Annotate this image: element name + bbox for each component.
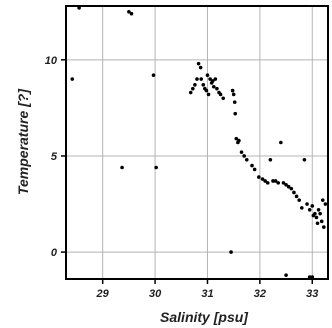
data-point xyxy=(204,88,209,93)
y-axis-title: Temperature [?] xyxy=(15,88,31,195)
data-point xyxy=(195,77,199,81)
data-point xyxy=(319,219,324,224)
data-point xyxy=(252,167,257,172)
data-point xyxy=(191,86,195,91)
data-point xyxy=(205,73,210,78)
data-point xyxy=(297,198,301,202)
grid-lines xyxy=(66,6,328,279)
axis-ticks xyxy=(61,59,314,284)
data-point xyxy=(294,194,299,199)
data-point xyxy=(284,273,288,277)
data-point xyxy=(127,9,131,14)
data-point xyxy=(199,77,203,81)
data-point xyxy=(77,6,81,10)
data-point xyxy=(307,275,312,279)
data-point xyxy=(305,202,309,206)
x-tick-label: 31 xyxy=(201,288,213,300)
data-point xyxy=(70,77,75,81)
x-axis-title: Salinity [psu] xyxy=(160,309,249,325)
data-point xyxy=(229,250,233,254)
data-point xyxy=(314,215,319,220)
data-point xyxy=(323,202,328,206)
data-point xyxy=(154,165,158,170)
data-point xyxy=(221,96,225,101)
data-point xyxy=(237,138,241,143)
data-point xyxy=(234,136,239,141)
data-point xyxy=(193,83,197,87)
data-point xyxy=(281,181,286,185)
data-point xyxy=(316,207,321,212)
data-point xyxy=(263,179,267,183)
y-tick-label: 0 xyxy=(51,247,58,259)
data-point xyxy=(265,181,270,185)
data-point xyxy=(230,88,235,93)
y-tick-label: 10 xyxy=(45,55,58,67)
data-point xyxy=(244,158,249,162)
data-point xyxy=(268,158,273,162)
data-point xyxy=(284,182,288,187)
data-point xyxy=(260,177,265,181)
y-tick-label: 5 xyxy=(51,151,58,163)
data-point xyxy=(276,181,281,185)
data-point xyxy=(120,165,124,170)
data-point xyxy=(273,179,278,183)
x-tick-label: 33 xyxy=(306,288,318,300)
data-point xyxy=(257,175,261,179)
data-point xyxy=(322,225,326,229)
data-point xyxy=(211,84,216,89)
x-tick-label: 29 xyxy=(96,288,110,300)
data-point xyxy=(313,211,317,216)
data-point xyxy=(307,207,312,212)
data-point xyxy=(310,275,315,279)
data-point xyxy=(279,140,283,145)
data-point xyxy=(302,158,307,162)
data-point xyxy=(310,204,315,208)
data-point xyxy=(242,154,246,158)
plot-background xyxy=(66,6,328,279)
data-point xyxy=(151,73,156,78)
data-point xyxy=(198,65,203,70)
data-point xyxy=(188,90,193,95)
data-point xyxy=(233,111,238,116)
data-points xyxy=(70,6,328,279)
data-point xyxy=(320,198,325,202)
data-point xyxy=(213,77,218,81)
data-point xyxy=(208,77,212,81)
data-point xyxy=(201,83,206,87)
data-point xyxy=(129,11,134,16)
data-point xyxy=(215,86,219,91)
data-point xyxy=(286,184,291,189)
data-point xyxy=(206,92,211,97)
data-point xyxy=(289,186,294,191)
data-point xyxy=(196,61,201,66)
tick-labels: 29 30 31 32 33 0 5 10 xyxy=(45,55,319,300)
x-tick-label: 32 xyxy=(254,288,266,300)
data-point xyxy=(210,79,215,83)
data-point xyxy=(239,150,244,154)
data-point xyxy=(300,206,304,210)
data-point xyxy=(232,100,237,104)
data-point xyxy=(231,92,236,97)
x-tick-label: 30 xyxy=(149,288,162,300)
data-point xyxy=(292,190,296,195)
data-point xyxy=(318,211,322,216)
data-point xyxy=(218,92,223,97)
plot-frame xyxy=(65,5,329,280)
data-point xyxy=(271,179,275,183)
data-point xyxy=(315,221,320,226)
data-point xyxy=(250,163,254,168)
